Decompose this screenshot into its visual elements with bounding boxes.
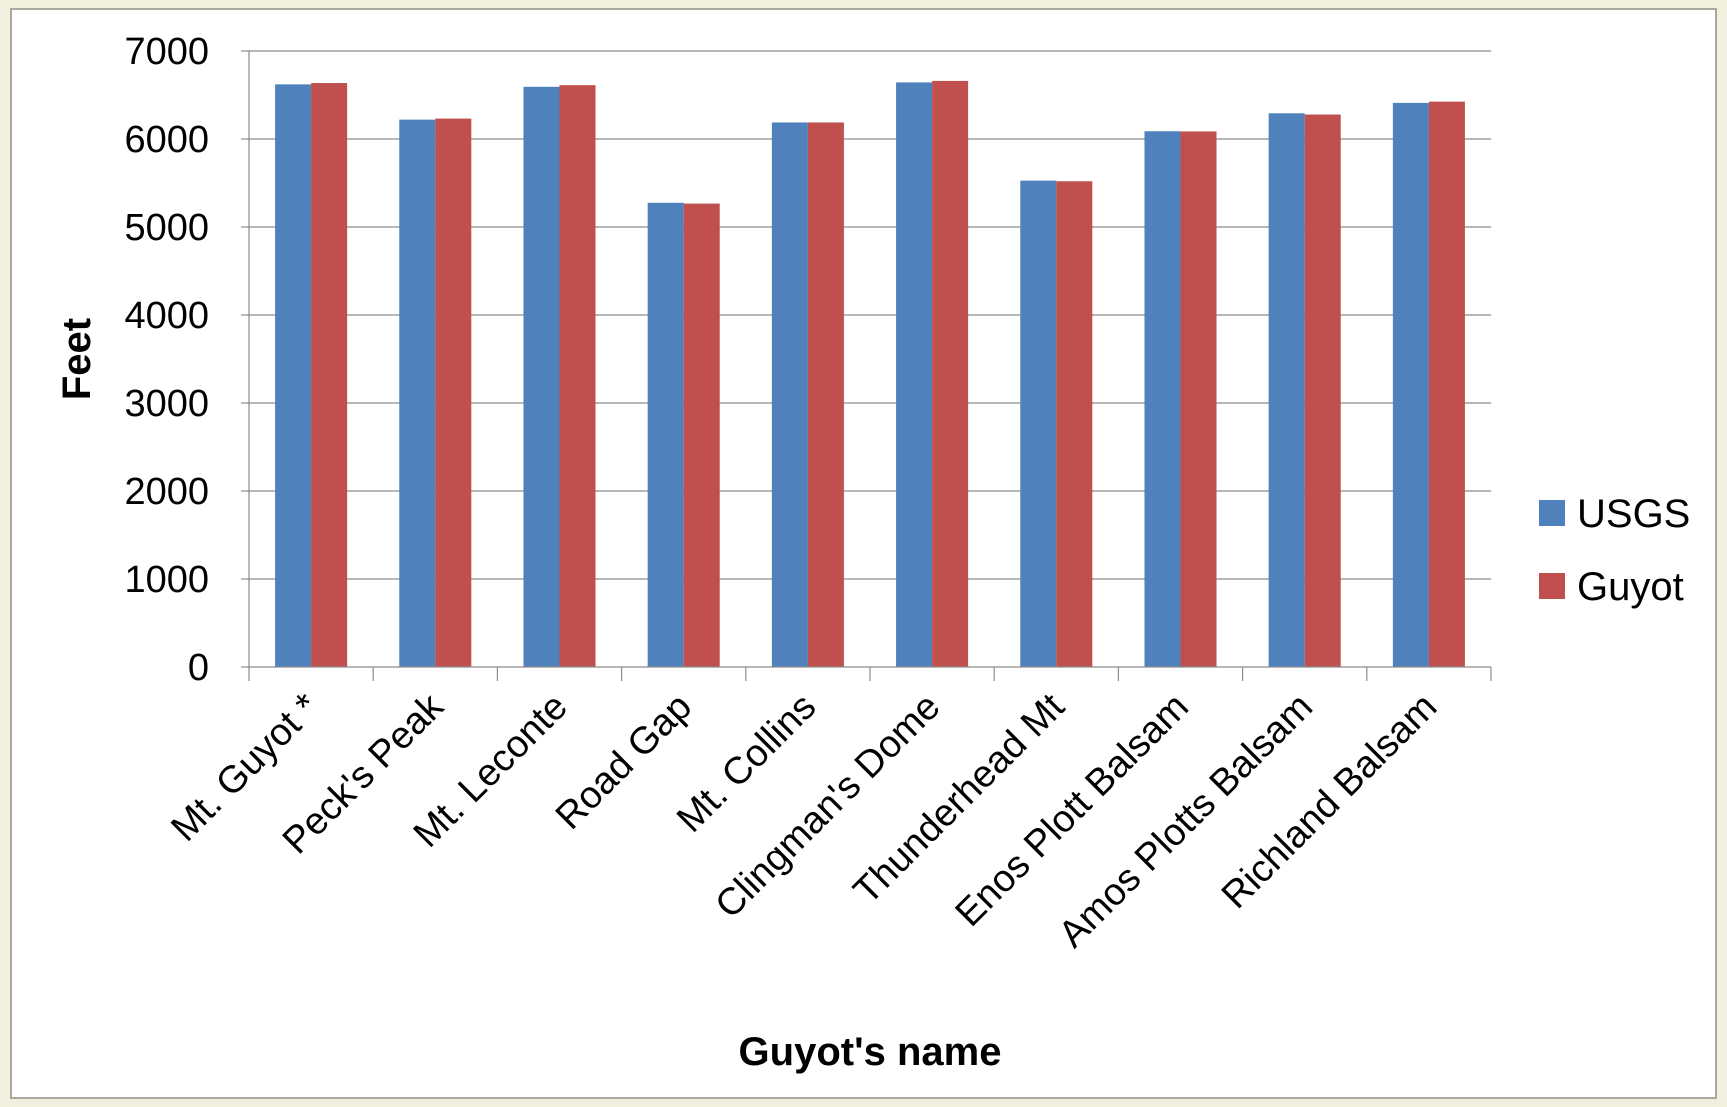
- bar-guyot: [435, 118, 472, 668]
- bar-guyot: [807, 122, 844, 668]
- y-tick-label: 1000: [124, 559, 209, 601]
- bar-guyot: [683, 203, 720, 668]
- legend-label: USGS: [1577, 492, 1690, 536]
- bar-guyot: [559, 85, 596, 668]
- y-tick-label: 6000: [124, 119, 209, 161]
- bar-usgs: [275, 84, 312, 668]
- bar-guyot: [1180, 131, 1217, 667]
- y-tick-label: 7000: [124, 31, 209, 73]
- bar-usgs: [1020, 180, 1057, 667]
- bar-usgs: [399, 119, 436, 667]
- y-tick-label: 5000: [124, 207, 209, 249]
- y-tick-label: 3000: [124, 383, 209, 425]
- legend-swatch-guyot: [1539, 573, 1565, 599]
- legend: USGS Guyot: [1539, 492, 1690, 609]
- axes: [241, 50, 1492, 681]
- bar-usgs: [1144, 131, 1181, 668]
- y-tick-label: 0: [188, 647, 209, 689]
- x-tick-label: Clingman's Dome: [708, 686, 949, 927]
- bar-guyot: [1428, 101, 1465, 668]
- y-tick-label: 2000: [124, 471, 209, 513]
- bar-usgs: [896, 82, 933, 667]
- bar-usgs: [647, 202, 684, 668]
- y-axis-title: Feet: [55, 318, 99, 400]
- bar-usgs: [1268, 113, 1305, 667]
- bar-usgs: [771, 122, 808, 668]
- y-tick-label: 4000: [124, 295, 209, 337]
- bar-guyot: [1056, 181, 1093, 668]
- x-axis-title: Guyot's name: [739, 1030, 1002, 1074]
- bars: [275, 80, 1465, 668]
- legend-swatch-usgs: [1539, 500, 1565, 526]
- bar-usgs: [523, 86, 560, 668]
- bar-usgs: [1392, 102, 1429, 668]
- bar-guyot: [932, 80, 969, 668]
- x-tick-label: Thunderhead Mt: [846, 685, 1073, 912]
- bar-chart: 0 1000 2000 3000 4000 5000 6000 7000 Mt. Guyot …: [55, 31, 1690, 1074]
- bar-guyot: [311, 83, 348, 668]
- x-tick-label: Richland Balsam: [1214, 686, 1445, 917]
- bar-guyot: [1304, 114, 1341, 667]
- x-tick-label: Enos Plott Balsam: [948, 686, 1197, 935]
- chart-frame: 0 1000 2000 3000 4000 5000 6000 7000 Mt. Guyot …: [10, 8, 1717, 1099]
- legend-label: Guyot: [1577, 565, 1684, 609]
- y-tick-labels: 0 1000 2000 3000 4000 5000 6000 7000: [124, 31, 209, 689]
